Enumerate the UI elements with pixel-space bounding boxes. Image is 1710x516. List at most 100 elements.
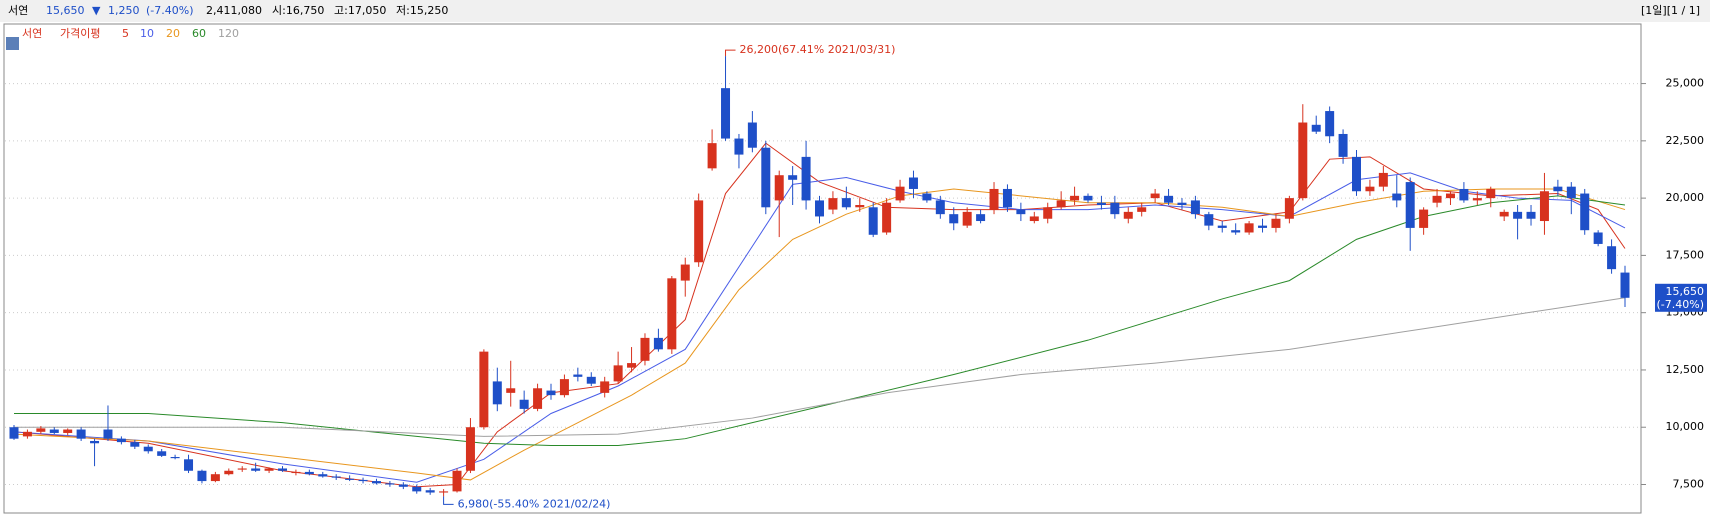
candle-body bbox=[1499, 211, 1509, 217]
candle-body bbox=[492, 381, 502, 405]
candle-body bbox=[640, 337, 650, 361]
candle-body bbox=[170, 457, 180, 459]
period[interactable]: [1일][1 / 1] bbox=[1641, 3, 1700, 17]
candle-body bbox=[627, 363, 637, 368]
arrow: ▼ bbox=[92, 4, 101, 17]
candle-body bbox=[1338, 133, 1348, 157]
candle-body bbox=[1016, 209, 1026, 215]
candle-body bbox=[855, 204, 865, 208]
candle-body bbox=[1325, 111, 1335, 137]
candle-body bbox=[680, 264, 690, 281]
candle-body bbox=[841, 198, 851, 208]
candle-body bbox=[1580, 193, 1590, 231]
candle-body bbox=[1365, 186, 1375, 192]
candle-body bbox=[667, 278, 677, 350]
candle-body bbox=[653, 337, 663, 350]
y-tick-label: 12,500 bbox=[1666, 363, 1705, 376]
candle-body bbox=[49, 429, 59, 433]
header-bar bbox=[0, 0, 1710, 22]
candle-body bbox=[63, 429, 73, 433]
candle-body bbox=[412, 486, 422, 492]
icon[interactable] bbox=[6, 37, 19, 50]
ma-line bbox=[14, 195, 1626, 447]
candle-body bbox=[1217, 225, 1227, 228]
candle-body bbox=[1137, 207, 1147, 212]
candle-body bbox=[989, 188, 999, 210]
candle-body bbox=[1553, 186, 1563, 192]
candle-body bbox=[586, 376, 596, 384]
candle-body bbox=[976, 214, 986, 222]
candle-body bbox=[546, 390, 556, 396]
candle-body bbox=[1150, 193, 1160, 199]
candle-body bbox=[1271, 218, 1281, 228]
candle-body bbox=[1258, 225, 1268, 228]
candle-body bbox=[358, 479, 368, 482]
candle-body bbox=[694, 200, 704, 263]
price-box bbox=[1655, 283, 1707, 312]
candle-body bbox=[747, 122, 757, 148]
legend-ma-title: 가격이평 bbox=[60, 27, 100, 40]
candle-body bbox=[774, 175, 784, 201]
candle-body bbox=[1620, 272, 1630, 298]
candle-body bbox=[398, 484, 408, 487]
candle-body bbox=[801, 156, 811, 201]
annotation-arrow bbox=[725, 49, 736, 57]
price-sub: (-7.40%) bbox=[1657, 298, 1705, 311]
candle-body bbox=[197, 470, 207, 482]
candle-body bbox=[1593, 232, 1603, 244]
low: 저:15,250 bbox=[396, 4, 448, 17]
candle-body bbox=[1123, 211, 1133, 219]
y-tick-label: 25,000 bbox=[1666, 77, 1705, 90]
candle-body bbox=[506, 388, 516, 393]
candle-body bbox=[371, 481, 381, 484]
candle-body bbox=[291, 471, 301, 474]
candle-body bbox=[1352, 156, 1361, 192]
candle-body bbox=[1164, 195, 1174, 203]
candle-body bbox=[1284, 198, 1294, 219]
candle-body bbox=[533, 388, 543, 409]
candle-body bbox=[1378, 172, 1388, 187]
legend-entry: 10 bbox=[140, 27, 154, 40]
ma-line bbox=[13, 142, 1626, 488]
candle-body bbox=[116, 438, 126, 443]
candle-body bbox=[1419, 209, 1429, 228]
candle-body bbox=[452, 470, 462, 492]
y-tick-label: 10,000 bbox=[1666, 420, 1705, 433]
candle-body bbox=[36, 428, 46, 432]
candle-body bbox=[1526, 211, 1536, 219]
price-label: 15,650 bbox=[1666, 285, 1705, 298]
candle-body bbox=[465, 427, 475, 471]
candle-body bbox=[1231, 230, 1241, 233]
candle-body bbox=[385, 483, 395, 485]
candle-body bbox=[734, 138, 744, 155]
candle-body bbox=[9, 427, 19, 439]
candle-body bbox=[600, 381, 610, 393]
candle-body bbox=[237, 468, 247, 470]
candle-body bbox=[90, 440, 100, 444]
stock-name: 서연 bbox=[8, 4, 28, 17]
candle-body bbox=[439, 491, 449, 493]
candle-body bbox=[1043, 207, 1053, 219]
candle-body bbox=[1405, 182, 1415, 228]
candle-body bbox=[1459, 188, 1469, 201]
candle-body bbox=[1002, 188, 1012, 208]
candle-body bbox=[868, 207, 878, 235]
candle-body bbox=[1056, 200, 1066, 208]
legend-title: 서연 bbox=[22, 27, 42, 40]
candle-body bbox=[1083, 195, 1093, 201]
candle-body bbox=[184, 459, 194, 471]
y-tick-label: 22,500 bbox=[1666, 134, 1705, 147]
candle-body bbox=[157, 451, 167, 456]
candle-body bbox=[76, 429, 86, 439]
candle-body bbox=[1486, 188, 1496, 199]
candle-body bbox=[1472, 198, 1482, 201]
y-tick-label: 17,500 bbox=[1666, 248, 1705, 261]
candle-body bbox=[1566, 186, 1576, 199]
y-tick-label: 7,500 bbox=[1673, 478, 1705, 491]
candle-body bbox=[103, 429, 113, 439]
candle-body bbox=[1204, 214, 1214, 226]
candle-body bbox=[1070, 195, 1080, 201]
y-tick-label: 20,000 bbox=[1666, 191, 1705, 204]
candle-body bbox=[1177, 202, 1187, 205]
candle-body bbox=[1392, 193, 1402, 201]
